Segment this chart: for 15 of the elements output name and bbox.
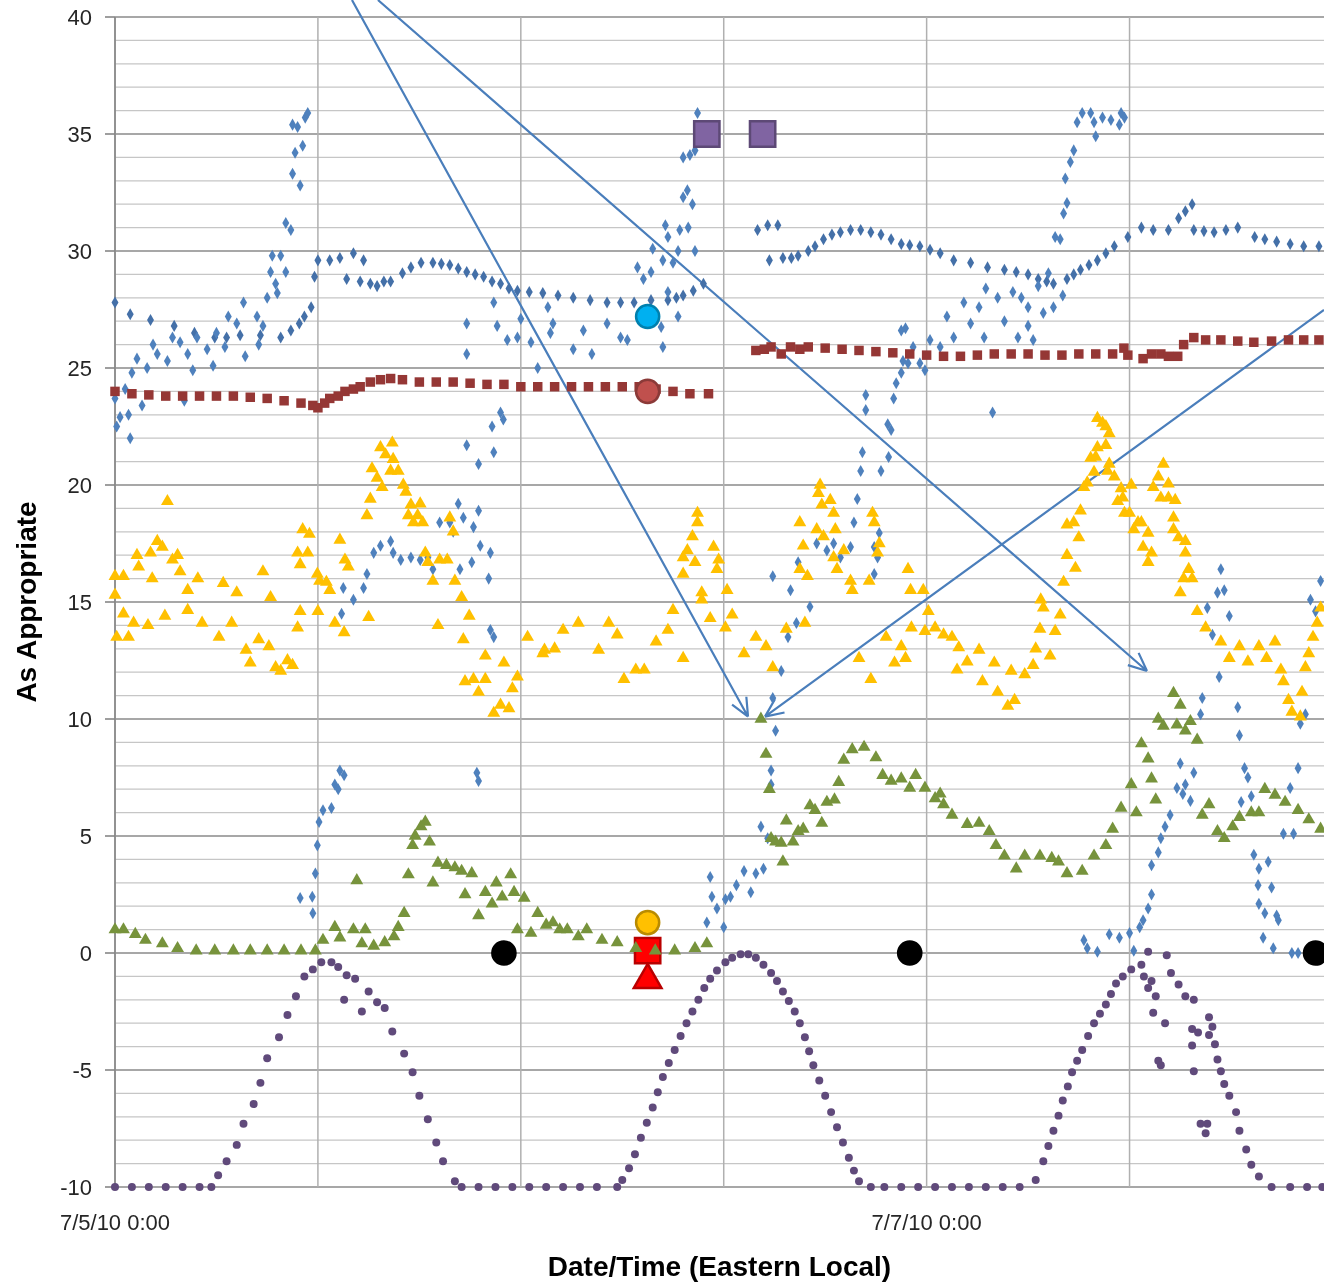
y-tick-label: 5 <box>79 823 92 849</box>
y-tick-label: 10 <box>67 706 92 732</box>
y-tick-label: 40 <box>67 4 92 30</box>
y-tick-label: 25 <box>67 355 92 381</box>
y-tick-label: 20 <box>67 472 92 498</box>
y-tick-label: -5 <box>72 1057 92 1083</box>
x-tick-label: 7/5/10 0:00 <box>59 1210 171 1235</box>
y-tick-label: 35 <box>67 121 92 147</box>
x-axis-title: Date/Time (Eastern Local) <box>547 1251 892 1282</box>
y-axis-title: As Appropriate <box>11 501 42 703</box>
y-tick-label: 0 <box>79 940 92 966</box>
x-tick-label: 7/7/10 0:00 <box>871 1210 982 1235</box>
y-tick-label: 30 <box>67 238 92 264</box>
y-tick-label: 15 <box>67 589 92 615</box>
y-tick-label: -10 <box>60 1174 92 1200</box>
